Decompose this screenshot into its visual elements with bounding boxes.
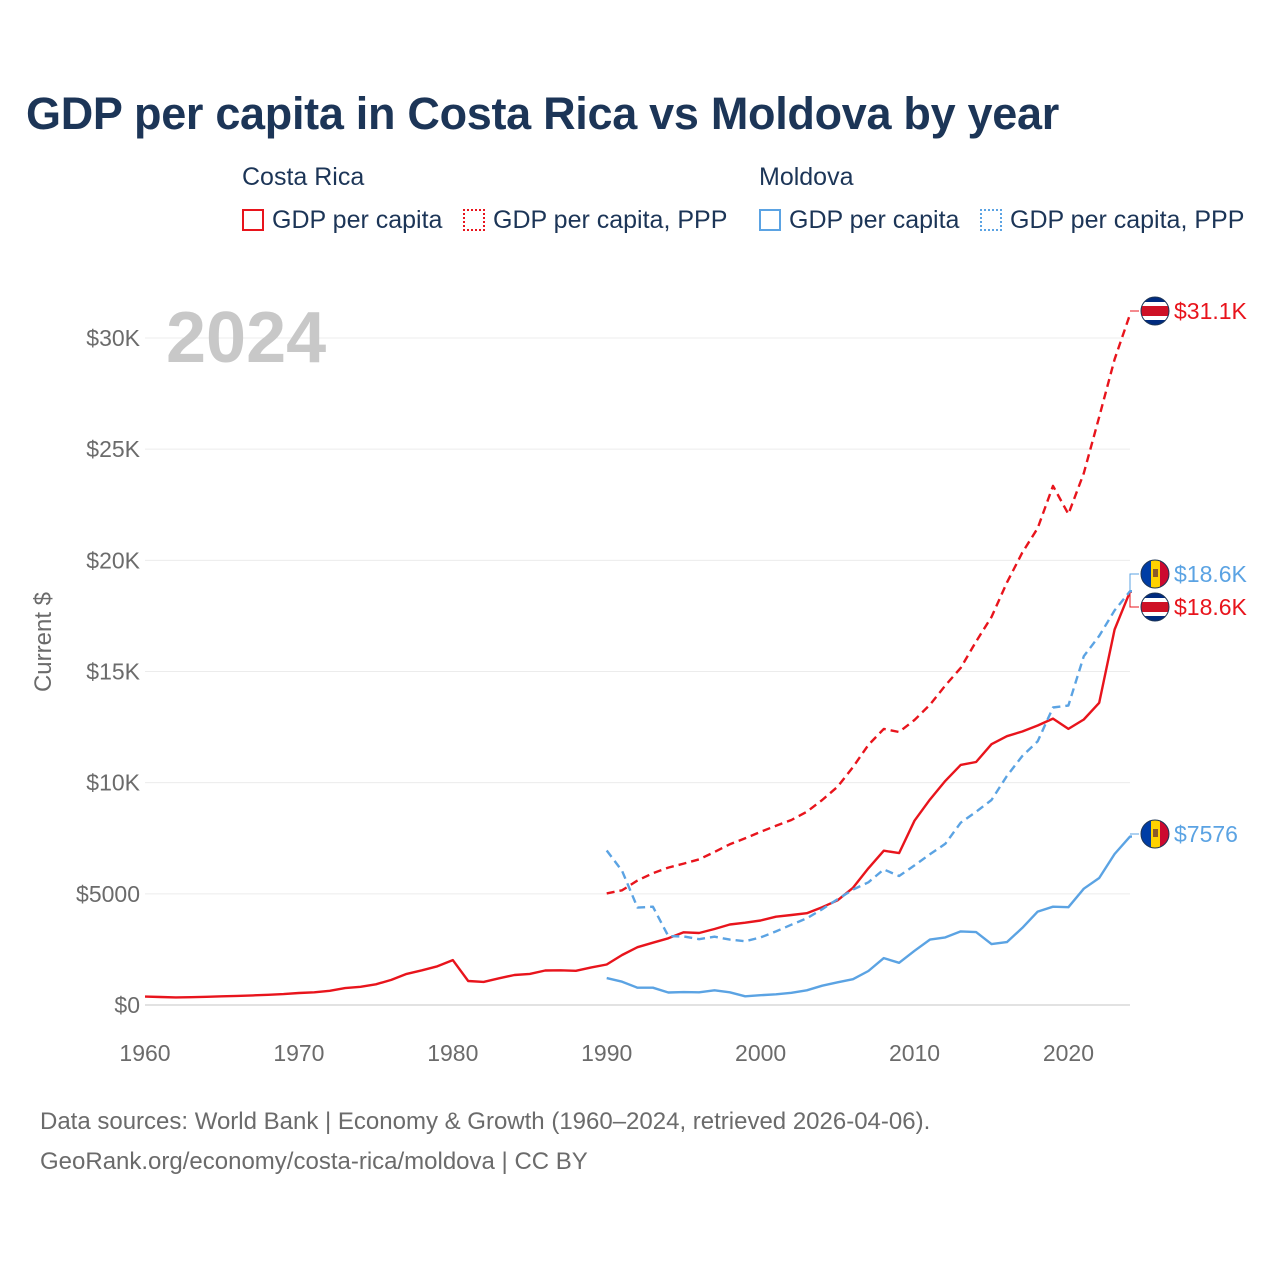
series-line-costa-rica-gdp-per-capita[interactable]: [144, 590, 1132, 999]
y-tick-label: $10K: [86, 770, 140, 796]
x-tick-label: 1990: [581, 1040, 632, 1066]
legend-swatch-dashed: [980, 209, 1002, 231]
end-label-moldova-ppp: $18.6K: [1174, 561, 1248, 587]
label-connectors: [1129, 310, 1139, 835]
end-label-moldova-gdp: $7576: [1174, 821, 1238, 847]
x-tick-label: 1980: [427, 1040, 478, 1066]
connector-moldova-ppp: [1129, 573, 1139, 593]
x-tick-label: 1970: [273, 1040, 324, 1066]
x-tick-label: 2020: [1043, 1040, 1094, 1066]
end-label-costa-rica-gdp: $18.6K: [1174, 594, 1248, 620]
legend-label: GDP per capita: [789, 205, 960, 234]
legend-label: GDP per capita: [272, 205, 443, 234]
legend-label: GDP per capita, PPP: [1010, 205, 1245, 234]
legend-item-costa-rica-gdp-ppp[interactable]: GDP per capita, PPP: [463, 204, 727, 236]
y-tick-label: $25K: [86, 436, 140, 462]
legend-swatch-solid: [759, 209, 781, 231]
legend-item-moldova-gdp[interactable]: GDP per capita: [759, 204, 959, 236]
legend-swatch-dashed: [463, 209, 485, 231]
series-line-moldova-gdp-per-capita-ppp[interactable]: [605, 590, 1132, 943]
legend-group-costa-rica: Costa Rica: [242, 163, 365, 191]
x-tick-label: 2010: [889, 1040, 940, 1066]
y-axis-label: Current $: [30, 592, 57, 692]
costa-rica-flag-icon: [1140, 296, 1170, 326]
moldova-flag-icon: [1140, 559, 1170, 589]
footer-sources: Data sources: World Bank | Economy & Gro…: [40, 1108, 931, 1135]
series-line-moldova-gdp-per-capita[interactable]: [606, 835, 1132, 998]
connector-costa-rica-gdp: [1129, 593, 1139, 608]
x-tick-label: 1960: [119, 1040, 170, 1066]
legend-label: GDP per capita, PPP: [493, 205, 728, 234]
legend-group-moldova: Moldova: [759, 163, 854, 191]
footer-credit: GeoRank.org/economy/costa-rica/moldova |…: [40, 1148, 588, 1175]
year-watermark: 2024: [166, 298, 326, 378]
y-tick-label: $5000: [76, 881, 140, 907]
x-tick-label: 2000: [735, 1040, 786, 1066]
y-tick-label: $0: [114, 992, 140, 1018]
legend-item-costa-rica-gdp[interactable]: GDP per capita: [242, 204, 442, 236]
y-tick-label: $20K: [86, 547, 140, 573]
y-tick-label: $30K: [86, 325, 140, 351]
legend-item-moldova-gdp-ppp[interactable]: GDP per capita, PPP: [980, 204, 1244, 236]
y-tick-label: $15K: [86, 659, 140, 685]
legend-swatch-solid: [242, 209, 264, 231]
series-line-costa-rica-gdp-per-capita-ppp[interactable]: [606, 313, 1132, 895]
end-label-costa-rica-ppp: $31.1K: [1174, 298, 1248, 324]
moldova-flag-icon: [1140, 819, 1170, 849]
chart-title: GDP per capita in Costa Rica vs Moldova …: [26, 88, 1059, 139]
costa-rica-flag-icon: [1140, 592, 1170, 622]
